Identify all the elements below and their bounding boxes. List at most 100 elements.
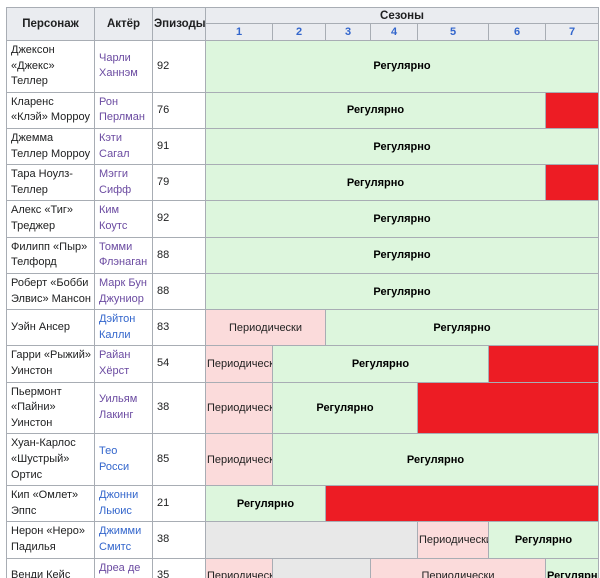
table-row: Филипп «Пыр» Телфорд Томми Флэнаган 88 Регу… [6,236,600,274]
season-span-regular: Регулярно [204,128,600,166]
season-link[interactable]: 6 [513,26,521,38]
actor-link[interactable]: Райан Хёрст [99,349,131,377]
actor-link[interactable]: Уильям Лакинг [99,393,138,421]
character-name: Кип «Омлет» Эппс [11,489,79,517]
actor-cell: Тео Росси [94,433,153,487]
season-link[interactable]: 2 [295,26,303,38]
season-span-gone [324,485,600,523]
season-link[interactable]: 3 [344,26,352,38]
actor-link[interactable]: Рон Перлман [99,95,145,124]
season-link[interactable]: 1 [235,26,243,38]
season-span-recurring: Периодически [205,381,273,435]
season-link[interactable]: 5 [449,26,457,38]
season-span-regular: Регулярно [204,200,600,238]
col-header-seasons: Сезоны [204,7,600,24]
episodes-cell: 21 [152,485,206,523]
actor-link[interactable]: Чарли Ханнэм [99,51,138,80]
table-row: Роберт «Бобби Элвис» Мансон Марк Бун Джун… [6,272,600,311]
col-header-episodes: Эпизоды [152,7,206,41]
actor-link[interactable]: Дреа де Маттео [99,561,141,578]
character-name: Филипп «Пыр» Телфорд [11,240,88,269]
table-row: Уэйн Ансер Дэйтон Калли 83 Периодически Регу… [6,309,600,347]
season-span-regular: Регулярно [324,309,600,347]
cast-seasons-table: Персонаж Актёр Эпизоды Сезоны 1 2 3 4 5 6 7 Дж… [6,7,600,578]
table-row: Кип «Омлет» Эппс Джонни Льюис 21 Регулярно [6,485,600,523]
season-link[interactable]: 4 [390,26,398,38]
character-cell: Кларенс «Клэй» Морроу [6,91,95,130]
actor-cell: Рон Перлман [94,91,153,130]
season-span-gone [487,345,600,383]
character-cell: Кип «Омлет» Эппс [6,485,95,523]
season-header-1: 1 [205,23,273,41]
character-name: Хуан-Карлос «Шустрый» Ортис [11,437,76,481]
status-label: Регулярно [373,213,431,226]
season-span-regular: Регулярно [544,557,600,578]
character-name: Кларенс «Клэй» Морроу [11,95,91,124]
status-label: Регулярно [373,140,431,153]
status-label: Периодически [207,401,272,414]
episodes-cell: 76 [152,91,206,130]
actor-cell: Мэгги Сифф [94,164,153,202]
season-link[interactable]: 7 [568,26,576,38]
character-cell: Алекс «Тиг» Треджер [6,200,95,238]
status-label: Периодически [207,570,272,578]
character-cell: Пьермонт «Пайни» Уинстон [6,381,95,435]
episodes-cell: 92 [152,200,206,238]
season-header-7: 7 [544,23,600,41]
episodes-cell: 92 [152,40,206,93]
actor-cell: Райан Хёрст [94,345,153,383]
character-name: Роберт «Бобби Элвис» Мансон [11,276,91,305]
table-row: Джексон «Джекс» Теллер Чарли Ханнэм 92 Регу… [6,40,600,93]
col-header-actor: Актёр [94,7,153,41]
actor-link[interactable]: Ким Коутс [99,204,128,233]
table-row: Гарри «Рыжий» Уинстон Райан Хёрст 54 Период… [6,345,600,383]
actor-cell: Уильям Лакинг [94,381,153,435]
character-cell: Уэйн Ансер [6,309,95,347]
actor-link[interactable]: Джонни Льюис [99,489,139,517]
actor-link[interactable]: Дэйтон Калли [99,313,136,341]
character-name: Тара Ноулз-Теллер [11,168,73,196]
episodes-cell: 91 [152,128,206,166]
actor-cell: Кэти Сагал [94,128,153,166]
actor-cell: Ким Коутс [94,200,153,238]
season-span-regular: Регулярно [205,91,546,130]
season-span-regular: Регулярно [205,164,546,202]
season-span-regular: Регулярно [272,381,418,435]
episodes-cell: 88 [152,236,206,274]
season-span-regular: Регулярно [205,485,326,523]
actor-link[interactable]: Кэти Сагал [99,132,130,160]
episodes-cell: 83 [152,309,206,347]
season-span-recurring: Периодически [205,433,273,487]
table-row: Алекс «Тиг» Треджер Ким Коутс 92 Регулярно [6,200,600,238]
character-cell: Джексон «Джекс» Теллер [6,40,95,93]
season-header-2: 2 [272,23,326,41]
episodes-cell: 54 [152,345,206,383]
actor-cell: Томми Флэнаган [94,236,153,274]
actor-link[interactable]: Марк Бун Джуниор [99,276,147,305]
season-span-regular: Регулярно [204,272,600,311]
status-label: Регулярно [406,453,465,466]
season-span-recurring: Периодически [205,345,273,383]
table-row: Нерон «Неро» Падилья Джимми Смитс 38 Период… [6,521,600,559]
actor-cell: Дэйтон Калли [94,309,153,347]
character-name: Джексон «Джекс» Теллер [11,44,55,88]
actor-link[interactable]: Мэгги Сифф [99,168,132,196]
actor-link[interactable]: Тео Росси [99,445,130,473]
status-label: Регулярно [547,570,599,578]
actor-link[interactable]: Томми Флэнаган [99,240,148,269]
header-row-main: Персонаж Актёр Эпизоды Сезоны [6,7,600,41]
actor-link[interactable]: Джимми Смитс [99,525,142,554]
table-row: Хуан-Карлос «Шустрый» Ортис Тео Росси 85 Пе… [6,433,600,487]
status-label: Регулярно [346,176,405,189]
status-label: Регулярно [433,321,491,334]
table-row: Джемма Теллер Морроу Кэти Сагал 91 Регулярн… [6,128,600,166]
season-span-recurring: Периодически [417,521,489,559]
character-name: Гарри «Рыжий» Уинстон [11,349,92,377]
character-name: Уэйн Ансер [11,320,71,333]
status-label: Регулярно [373,60,431,73]
status-label: Периодически [421,570,495,578]
character-cell: Филипп «Пыр» Телфорд [6,236,95,274]
status-label: Регулярно [373,285,431,298]
